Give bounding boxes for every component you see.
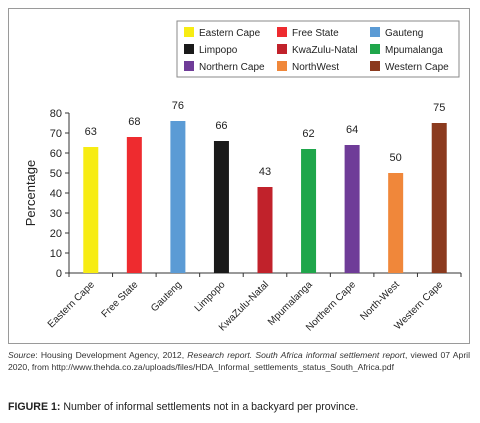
legend-label: Gauteng [385, 28, 423, 39]
y-tick-label: 50 [50, 168, 62, 180]
y-tick-label: 10 [50, 248, 62, 260]
legend-label: KwaZulu-Natal [292, 45, 358, 56]
legend-label: Northern Cape [199, 62, 265, 73]
bar [301, 149, 317, 273]
bar [126, 137, 142, 273]
bar [344, 145, 360, 273]
data-label: 76 [172, 100, 184, 112]
bar [83, 147, 99, 273]
legend-label: Mpumalanga [385, 45, 443, 56]
bar [388, 173, 404, 273]
data-label: 66 [215, 120, 227, 132]
source-label: Source [8, 350, 36, 360]
legend-label: Western Cape [385, 62, 449, 73]
legend-box [176, 20, 460, 78]
legend-swatch [184, 44, 194, 54]
figure-caption: FIGURE 1: Number of informal settlements… [8, 401, 470, 413]
bar [170, 121, 186, 273]
source-report-title: Research report. South Africa informal s… [187, 350, 405, 360]
source-note: Source: Housing Development Agency, 2012… [8, 350, 470, 373]
legend-label: Limpopo [199, 45, 238, 56]
data-label: 62 [302, 128, 314, 140]
data-label: 75 [433, 102, 445, 114]
legend-swatch [370, 44, 380, 54]
legend-label: NorthWest [292, 62, 339, 73]
x-tick-label: Eastern Cape [46, 279, 97, 330]
x-tick-label: Free State [100, 279, 141, 320]
legend-swatch [277, 61, 287, 71]
x-tick-label: Gauteng [149, 279, 184, 314]
y-tick-label: 70 [50, 128, 62, 140]
bar [213, 141, 229, 273]
legend-swatch [277, 44, 287, 54]
legend-swatch [277, 27, 287, 37]
y-tick-label: 0 [56, 268, 62, 280]
chart-frame: Eastern Cape Free State Gauteng Limpopo KwaZ… [8, 8, 470, 344]
data-label: 63 [85, 126, 97, 138]
y-tick-label: 20 [50, 228, 62, 240]
data-label: 64 [346, 124, 358, 136]
y-tick-label: 30 [50, 208, 62, 220]
data-label: 50 [390, 152, 402, 164]
y-tick-label: 60 [50, 148, 62, 160]
data-label: 43 [259, 166, 271, 178]
legend-swatch [184, 61, 194, 71]
bar [431, 123, 447, 273]
legend-label: Eastern Cape [199, 28, 261, 39]
y-tick-label: 80 [50, 108, 62, 120]
source-agency: : Housing Development Agency, 2012, [35, 350, 188, 360]
source-details: , viewed 07 April 2020, from http://www.… [8, 350, 471, 372]
caption-text: Number of informal settlements not in a … [60, 401, 359, 413]
legend-swatch [370, 27, 380, 37]
x-tick-label: North-West [358, 279, 402, 323]
data-label: 68 [128, 116, 140, 128]
legend-label: Free State [292, 28, 339, 39]
legend-swatch [184, 27, 194, 37]
caption-label: FIGURE 1: [8, 401, 61, 413]
x-tick-label: Limpopo [193, 279, 228, 314]
x-tick-label: Mpumalanga [266, 279, 315, 328]
legend-swatch [370, 61, 380, 71]
y-tick-label: 40 [50, 188, 62, 200]
bar [257, 187, 273, 273]
y-axis-title: Percentage [23, 160, 38, 227]
